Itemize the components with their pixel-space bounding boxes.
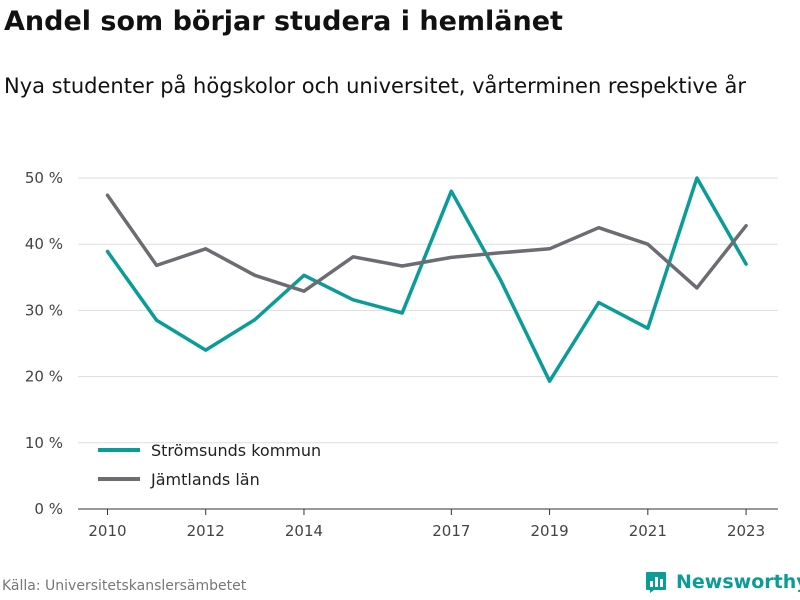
- y-tick-label: 40 %: [25, 235, 63, 253]
- legend-label: Strömsunds kommun: [151, 441, 321, 460]
- series-line: [105, 193, 748, 293]
- source-note: Källa: Universitetskanslersämbetet: [2, 578, 247, 594]
- y-tick-label: 10 %: [25, 434, 63, 452]
- x-tick-label: 2023: [727, 522, 765, 540]
- x-tick-label: 2014: [285, 522, 323, 540]
- x-tick-label: 2012: [187, 522, 225, 540]
- grid-lines: [78, 177, 778, 444]
- y-axis: 0 % 10 % 20 % 30 % 40 % 50 %: [25, 169, 63, 518]
- x-tick-label: 2021: [629, 522, 667, 540]
- series-line: [105, 176, 748, 383]
- brand-name: Newsworthy: [676, 571, 800, 593]
- y-tick-label: 0 %: [34, 500, 63, 518]
- x-axis: 2010 2012 2014 2017 2019 2021 2023: [78, 508, 778, 540]
- bar-chart-logo-icon: [646, 572, 666, 593]
- y-tick-label: 20 %: [25, 368, 63, 386]
- y-tick-label: 50 %: [25, 169, 63, 187]
- legend-label: Jämtlands län: [150, 470, 260, 489]
- chart-title: Andel som börjar studera i hemlänet: [4, 6, 563, 37]
- legend: Strömsunds kommun Jämtlands län: [98, 441, 321, 489]
- chart-subtitle: Nya studenter på högskolor och universit…: [4, 74, 746, 98]
- x-tick-label: 2019: [530, 522, 568, 540]
- brand-logo: Newsworthy: [644, 570, 800, 594]
- series-lines: [105, 176, 748, 383]
- y-tick-label: 30 %: [25, 301, 63, 319]
- x-tick-label: 2010: [88, 522, 126, 540]
- x-tick-label: 2017: [432, 522, 470, 540]
